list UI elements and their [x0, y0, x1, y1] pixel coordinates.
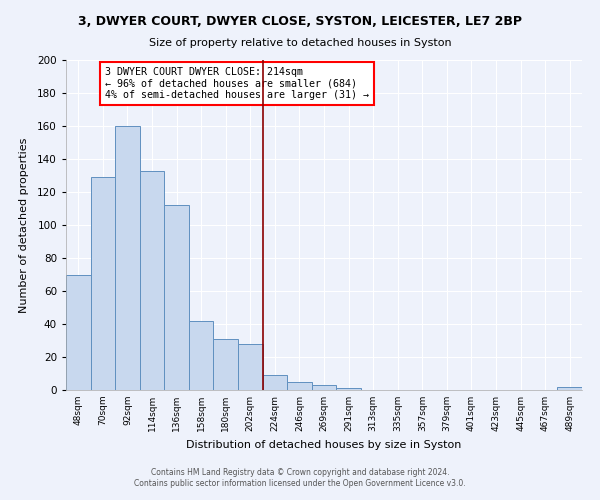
Bar	[115, 126, 140, 390]
Text: 3 DWYER COURT DWYER CLOSE: 214sqm
← 96% of detached houses are smaller (684)
4% : 3 DWYER COURT DWYER CLOSE: 214sqm ← 96% …	[106, 66, 370, 100]
Bar	[140, 170, 164, 390]
Bar	[164, 205, 189, 390]
X-axis label: Distribution of detached houses by size in Syston: Distribution of detached houses by size …	[187, 440, 461, 450]
Bar	[91, 177, 115, 390]
Bar	[287, 382, 312, 390]
Bar	[189, 320, 214, 390]
Text: 3, DWYER COURT, DWYER CLOSE, SYSTON, LEICESTER, LE7 2BP: 3, DWYER COURT, DWYER CLOSE, SYSTON, LEI…	[78, 15, 522, 28]
Y-axis label: Number of detached properties: Number of detached properties	[19, 138, 29, 312]
Bar	[214, 339, 238, 390]
Bar	[336, 388, 361, 390]
Bar	[557, 386, 582, 390]
Bar	[263, 375, 287, 390]
Text: Size of property relative to detached houses in Syston: Size of property relative to detached ho…	[149, 38, 451, 48]
Bar	[66, 274, 91, 390]
Bar	[238, 344, 263, 390]
Text: Contains HM Land Registry data © Crown copyright and database right 2024.
Contai: Contains HM Land Registry data © Crown c…	[134, 468, 466, 487]
Bar	[312, 385, 336, 390]
